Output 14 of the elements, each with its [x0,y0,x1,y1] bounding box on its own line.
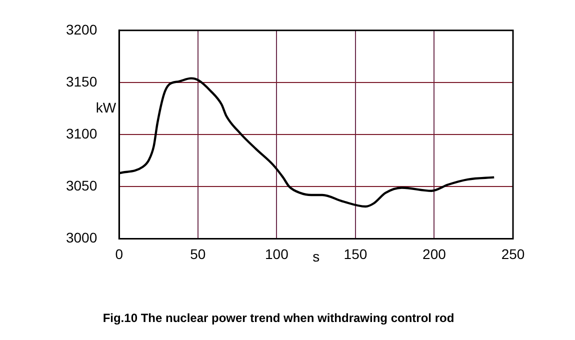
x-tick-label: 200 [422,246,446,262]
x-tick-label: 50 [190,246,206,262]
x-tick-label: 0 [115,246,124,262]
text: Fig.10 The nuclear power trend when withdrawing control rod [102,311,454,326]
x-tick-label: 100 [265,246,289,262]
y-tick-label: 3100 [66,125,98,142]
x-axis-title: s [312,248,320,265]
y-tick-label: 3050 [66,178,98,194]
y-axis-title: kW [96,99,117,116]
y-tick-label: 3000 [66,230,98,246]
y-tick-label: 3200 [66,21,98,38]
x-tick-label: 150 [344,246,368,262]
y-tick-label: 3150 [66,73,98,90]
x-tick-label: 250 [501,246,525,262]
